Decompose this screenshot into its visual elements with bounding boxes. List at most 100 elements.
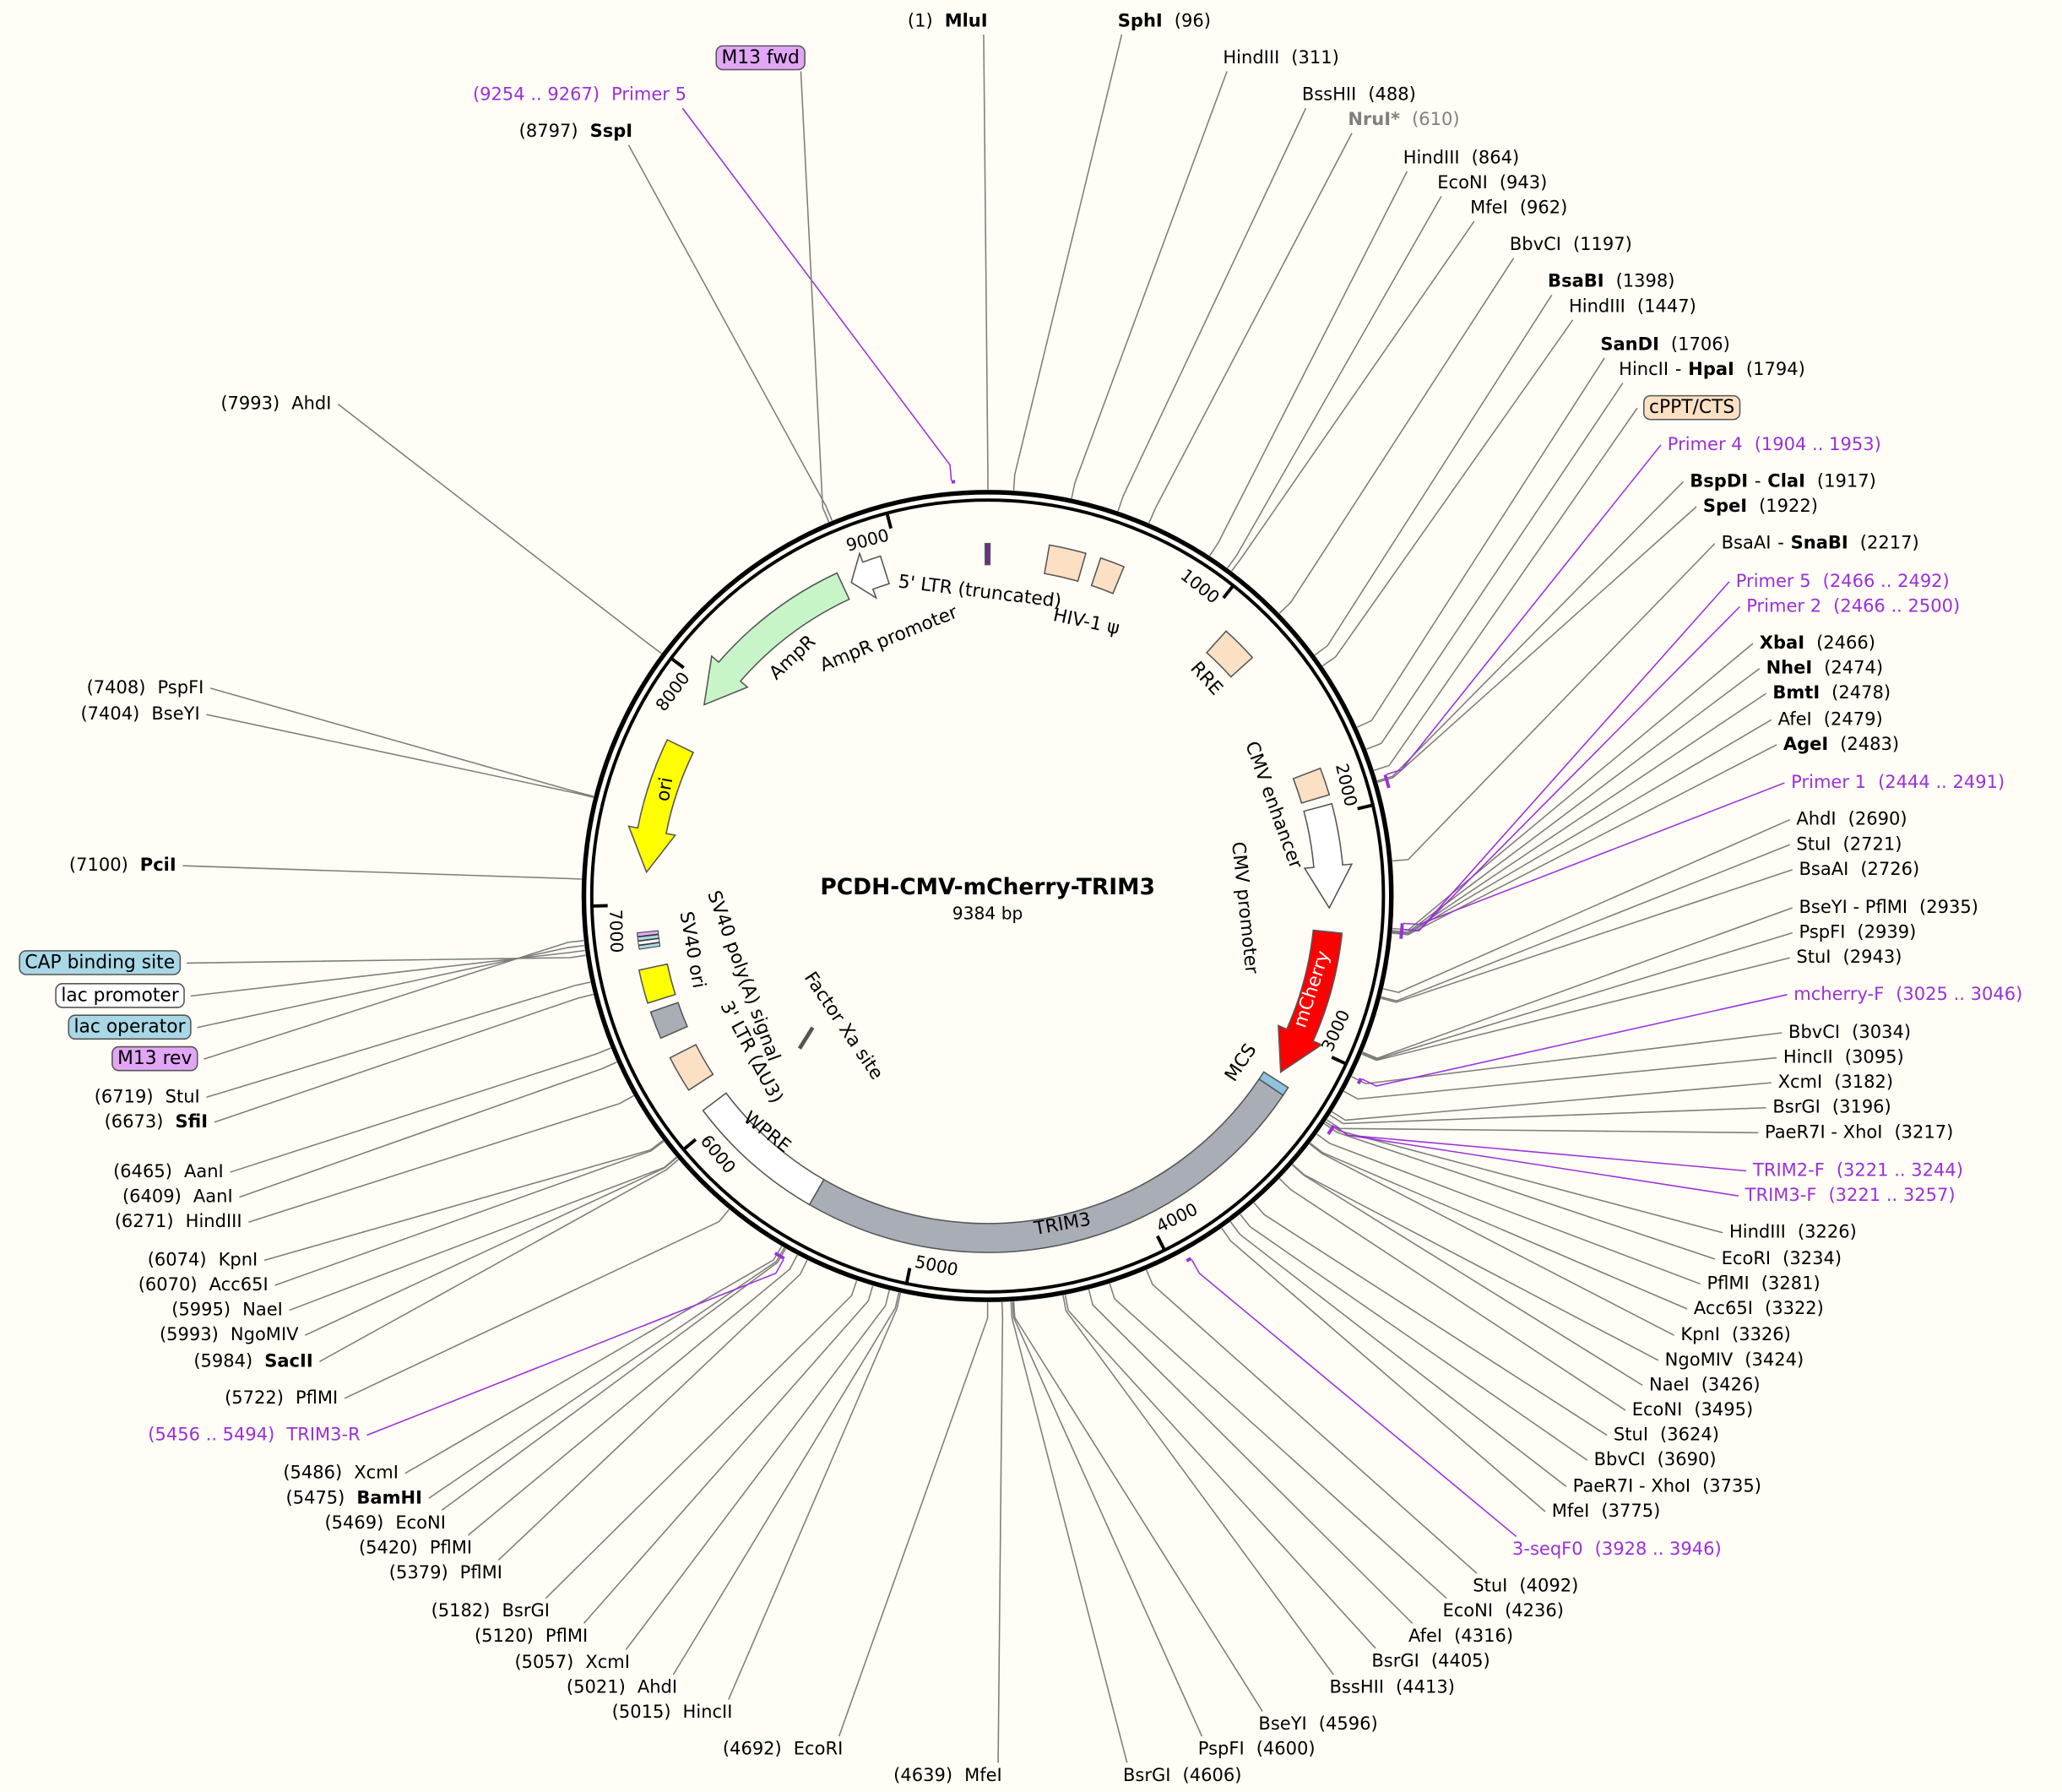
primer-label-part: (3221 .. 3257) xyxy=(1828,1184,1955,1205)
site-label: BsaBI (1398) xyxy=(1548,270,1674,291)
leader-line xyxy=(1392,543,1716,862)
site-label-part: (7404) xyxy=(80,703,139,724)
primer-arc xyxy=(1356,1078,1363,1085)
tagged-feature-label: lac operator xyxy=(74,1017,186,1038)
site-label-part: (96) xyxy=(1175,9,1211,30)
leader-line xyxy=(681,107,952,481)
site-label: BssHII (488) xyxy=(1302,84,1416,105)
leader-line xyxy=(289,1156,677,1311)
site-label-part: (5057) xyxy=(514,1651,573,1672)
site-label: MfeI (3775) xyxy=(1552,1500,1661,1521)
leader-line xyxy=(1278,258,1515,614)
primer-label-part: Primer 4 xyxy=(1668,433,1743,454)
leader-line xyxy=(838,1302,989,1737)
leader-line xyxy=(1316,1133,1701,1285)
site-label-part: (1922) xyxy=(1759,495,1818,516)
leader-line xyxy=(1227,196,1442,568)
leader-line xyxy=(1229,1221,1567,1487)
site-label: EcoNI (4236) xyxy=(1442,1599,1564,1621)
site-label-part: (4405) xyxy=(1431,1649,1490,1670)
site-label: (5182) BsrGI xyxy=(431,1599,550,1621)
site-label: (8797) SspI xyxy=(519,120,632,141)
site-label-part: PciI xyxy=(140,854,176,875)
leader-line xyxy=(1146,1269,1478,1574)
leader-line xyxy=(1012,34,1123,491)
leader-line xyxy=(1392,719,1772,935)
site-label: BseYI (4596) xyxy=(1258,1713,1377,1734)
site-label: (6673) SfiI xyxy=(105,1110,208,1132)
feature-shape xyxy=(984,542,991,566)
leader-line xyxy=(467,1254,798,1536)
site-label: NaeI (3426) xyxy=(1649,1373,1761,1394)
site-label-part: ClaI xyxy=(1767,470,1805,491)
site-label-part: (5420) xyxy=(359,1536,418,1557)
leader-line xyxy=(344,1208,730,1399)
primer-label-part: (5456 .. 5494) xyxy=(148,1424,274,1445)
site-label: EcoNI (943) xyxy=(1437,171,1547,193)
site-label: (4692) EcoRI xyxy=(723,1738,843,1759)
site-label: PspFI (4600) xyxy=(1198,1738,1316,1759)
leader-line xyxy=(1309,1143,1674,1336)
primer-arc xyxy=(1383,774,1391,789)
site-label: Acc65I (3322) xyxy=(1694,1297,1824,1318)
site-label-part: BssHII xyxy=(1302,84,1357,105)
leader-line xyxy=(1343,1056,1777,1100)
site-label-part: (3735) xyxy=(1702,1474,1761,1496)
site-label-part: (3034) xyxy=(1852,1021,1911,1042)
site-label-part: MfeI xyxy=(1552,1500,1590,1521)
site-label-part: (5015) xyxy=(612,1701,671,1722)
site-label: (5475) BamHI xyxy=(286,1486,422,1507)
site-label-part: (5993) xyxy=(160,1323,219,1344)
site-label-part: HindIII xyxy=(1223,46,1279,68)
site-label: HindIII (311) xyxy=(1223,46,1338,68)
site-label-part: (5182) xyxy=(431,1599,491,1621)
primer-label: TRIM2-F (3221 .. 3244) xyxy=(1752,1159,1963,1180)
primer-label-part: (9254 .. 9267) xyxy=(473,84,600,105)
site-label-part: (4316) xyxy=(1454,1625,1513,1646)
site-label: XcmI (3182) xyxy=(1778,1071,1894,1092)
site-label-part: BsrGI xyxy=(1371,1649,1419,1670)
site-label-part: (2690) xyxy=(1848,808,1907,829)
site-label: (6465) AanI xyxy=(113,1160,224,1181)
site-label-part: StuI xyxy=(1614,1424,1648,1445)
site-label-part: BbvCI xyxy=(1594,1448,1646,1469)
site-label-part: (2474) xyxy=(1824,657,1883,678)
primer-label-part: (2466 .. 2500) xyxy=(1833,595,1960,616)
tick-mark xyxy=(1222,584,1235,600)
leader-line xyxy=(800,71,830,523)
primer-label: Primer 4 (1904 .. 1953) xyxy=(1668,433,1881,454)
primer-label-part: (3928 .. 3946) xyxy=(1595,1538,1722,1559)
site-label-part: BbvCI xyxy=(1788,1021,1840,1042)
leader-line xyxy=(627,144,833,521)
leader-line xyxy=(214,993,594,1123)
site-label-part: MluI xyxy=(945,9,988,30)
site-label-part: BssHII xyxy=(1330,1676,1385,1697)
site-label-part: BseYI xyxy=(1258,1713,1306,1734)
site-label: PaeR7I - XhoI (3735) xyxy=(1573,1474,1761,1496)
leader-line xyxy=(366,1259,784,1436)
site-label-part: (5995) xyxy=(171,1299,231,1320)
site-label-part: (3196) xyxy=(1832,1096,1891,1117)
site-label-part: (2935) xyxy=(1919,896,1978,917)
site-label-part: (3690) xyxy=(1658,1448,1717,1469)
leader-line xyxy=(1310,1142,1688,1310)
feature-arrow xyxy=(850,551,890,600)
primer-arc xyxy=(1186,1257,1192,1263)
tick-mark xyxy=(885,513,893,529)
site-label-part: (3426) xyxy=(1701,1373,1761,1394)
leader-line xyxy=(997,1301,1004,1763)
map-title: PCDH-CMV-mCherry-TRIM3 xyxy=(820,874,1155,900)
site-label-part: (4236) xyxy=(1505,1599,1564,1621)
leader-line xyxy=(1209,171,1408,557)
site-label: StuI (2721) xyxy=(1796,833,1902,854)
site-label-part: (6673) xyxy=(105,1110,164,1132)
feature-mark xyxy=(636,930,659,937)
site-label: (5722) PflMI xyxy=(225,1387,338,1408)
site-label-part: (943) xyxy=(1500,171,1548,193)
site-label: NgoMIV (3424) xyxy=(1665,1349,1804,1370)
leader-line xyxy=(1062,1295,1334,1675)
site-label-part: NruI* xyxy=(1348,108,1400,129)
leader-line xyxy=(1321,319,1574,667)
leader-line xyxy=(1325,1121,1723,1234)
site-label: BsaAI (2726) xyxy=(1799,858,1920,879)
